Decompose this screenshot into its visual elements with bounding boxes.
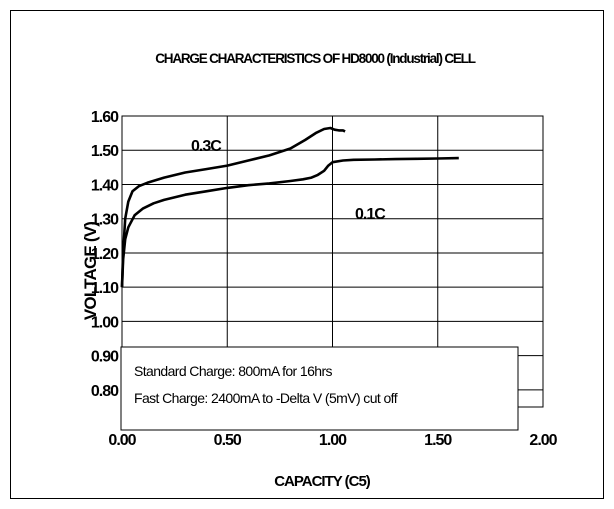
x-tick-label: 2.00 <box>529 432 557 449</box>
y-tick-label: 1.00 <box>91 314 119 331</box>
x-tick-label: 0.00 <box>108 432 136 449</box>
y-axis-label: VOLTAGE (V) <box>81 222 100 320</box>
y-tick-label: 1.30 <box>91 212 119 229</box>
annotation-standard-charge: Standard Charge: 800mA for 16hrs <box>134 363 333 379</box>
series-line-0-1c <box>120 156 459 288</box>
annotation-fast-charge: Fast Charge: 2400mA to -Delta V (5mV) cu… <box>134 390 398 406</box>
x-axis-label: CAPACITY (C5) <box>274 473 371 490</box>
y-tick-label: 1.50 <box>91 143 119 160</box>
series-label-0-1c: 0.1C <box>355 206 386 223</box>
y-tick-label: 1.60 <box>91 109 119 126</box>
x-tick-label: 1.00 <box>319 432 347 449</box>
y-tick-label: 1.10 <box>91 280 119 297</box>
chart-title: CHARGE CHARACTERISTICS OF HD8000 (Indust… <box>155 51 475 66</box>
series-line-0-3c <box>120 126 346 288</box>
y-tick-label: 0.90 <box>91 349 119 366</box>
series-lines <box>120 126 459 288</box>
y-tick-label: 0.80 <box>91 383 119 400</box>
y-tick-label: 1.40 <box>91 177 119 194</box>
y-tick-label: 1.20 <box>91 246 119 263</box>
annotation-box <box>120 346 519 431</box>
series-label-0-3c: 0.3C <box>191 138 222 155</box>
y-tick-labels: 1.60 1.50 1.40 1.30 1.20 1.10 1.00 0.90 0.80 <box>91 109 120 400</box>
x-tick-labels: 0.00 0.50 1.00 1.50 2.00 <box>108 432 558 449</box>
x-tick-label: 1.50 <box>424 432 452 449</box>
x-tick-label: 0.50 <box>214 432 242 449</box>
